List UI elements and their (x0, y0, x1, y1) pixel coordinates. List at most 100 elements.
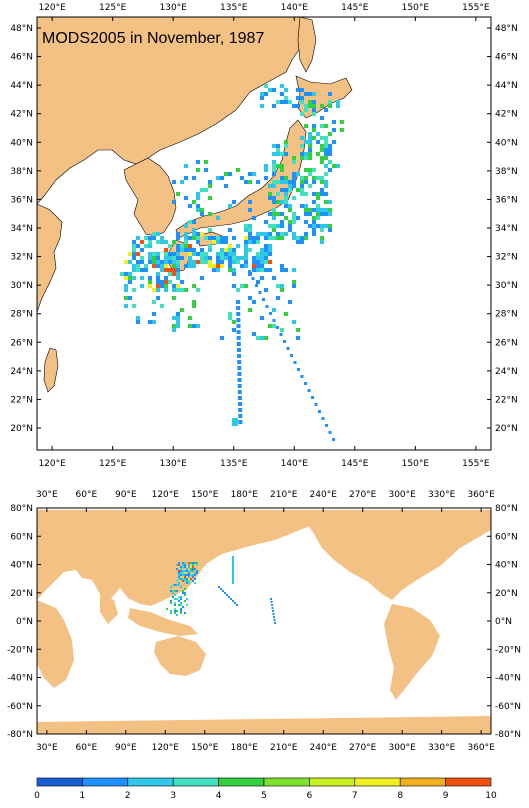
density-cell (140, 268, 144, 272)
y-tick-label: 42°N (10, 110, 33, 120)
density-cell (216, 216, 220, 220)
x-tick-label: 240°E (310, 490, 338, 500)
density-cell (272, 172, 276, 176)
density-cell (228, 252, 232, 256)
density-cell (204, 236, 208, 240)
density-cell (292, 232, 296, 236)
density-cell (186, 582, 188, 584)
density-cell (192, 304, 196, 308)
density-cell (176, 316, 180, 320)
density-cell (280, 236, 284, 240)
density-cell (176, 580, 178, 582)
density-cell (216, 264, 220, 268)
density-cell (232, 284, 236, 288)
density-cell (140, 240, 144, 244)
density-cell (188, 256, 192, 260)
density-cell (316, 224, 320, 228)
density-cell (304, 140, 308, 144)
density-cell (284, 100, 288, 104)
density-cell (170, 586, 172, 588)
density-cell (300, 96, 304, 100)
density-cell (194, 578, 196, 580)
density-cell (232, 562, 234, 564)
density-cell (176, 268, 180, 272)
density-cell (220, 256, 224, 260)
density-cell (264, 84, 268, 88)
density-cell (300, 100, 304, 104)
y-tick-label: 20°N (10, 424, 33, 434)
density-cell (288, 228, 292, 232)
density-cell (186, 574, 188, 576)
density-cell (312, 192, 316, 196)
density-cell (188, 572, 190, 574)
density-cell (188, 570, 190, 572)
x-tick-label: 300°E (388, 743, 416, 753)
density-cell (300, 136, 304, 140)
density-cell (260, 260, 264, 264)
density-cell (148, 244, 152, 248)
density-cell (312, 100, 316, 104)
density-cell (284, 140, 288, 144)
density-cell (238, 420, 243, 424)
density-cell (304, 232, 308, 236)
density-cell (208, 196, 212, 200)
density-cell (273, 619, 276, 621)
density-cell (244, 228, 248, 232)
density-cell (264, 176, 268, 180)
density-cell (176, 256, 180, 260)
density-cell (304, 104, 308, 108)
density-cell (332, 438, 335, 441)
density-cell (148, 240, 152, 244)
density-cell (237, 354, 242, 358)
global-density-cells (166, 556, 276, 624)
density-cell (232, 568, 234, 570)
density-cell (184, 566, 186, 568)
x-tick-label: 140°E (281, 459, 309, 469)
density-cell (174, 602, 176, 604)
density-cell (252, 332, 256, 336)
density-cell (312, 220, 316, 224)
density-cell (256, 232, 260, 236)
density-cell (272, 164, 276, 168)
density-cell (300, 188, 304, 192)
density-cell (194, 582, 196, 584)
density-cell (166, 608, 168, 610)
density-cell (232, 268, 236, 272)
density-cell (260, 232, 264, 236)
density-cell (168, 260, 172, 264)
land-northeast-asia (36, 16, 307, 205)
x-tick-label: 240°E (310, 743, 338, 753)
density-cell (188, 564, 190, 566)
density-cell (328, 92, 332, 96)
density-cell (264, 164, 268, 168)
density-cell (324, 180, 328, 184)
density-cell (256, 180, 260, 184)
density-cell (292, 196, 296, 200)
density-cell (237, 372, 242, 376)
density-cell (308, 224, 312, 228)
density-cell (238, 414, 243, 418)
density-cell (270, 598, 272, 600)
density-cell (220, 336, 224, 340)
land-antarctica (37, 716, 491, 734)
density-cell (182, 578, 184, 580)
density-cell (320, 180, 324, 184)
density-cell (248, 270, 251, 273)
density-cell (164, 260, 168, 264)
density-cell (308, 136, 312, 140)
density-cell (192, 564, 194, 566)
density-cell (248, 172, 252, 176)
density-cell (252, 268, 256, 272)
density-cell (284, 204, 288, 208)
density-cell (152, 252, 156, 256)
density-cell (188, 324, 192, 328)
density-cell (152, 236, 156, 240)
density-cell (152, 312, 156, 316)
density-cell (182, 580, 184, 582)
density-cell (192, 200, 196, 204)
density-cell (320, 228, 324, 232)
density-cell (264, 336, 268, 340)
density-cell (152, 288, 156, 292)
x-tick-label: 60°E (76, 743, 98, 753)
x-tick-label: 180°E (231, 490, 259, 500)
